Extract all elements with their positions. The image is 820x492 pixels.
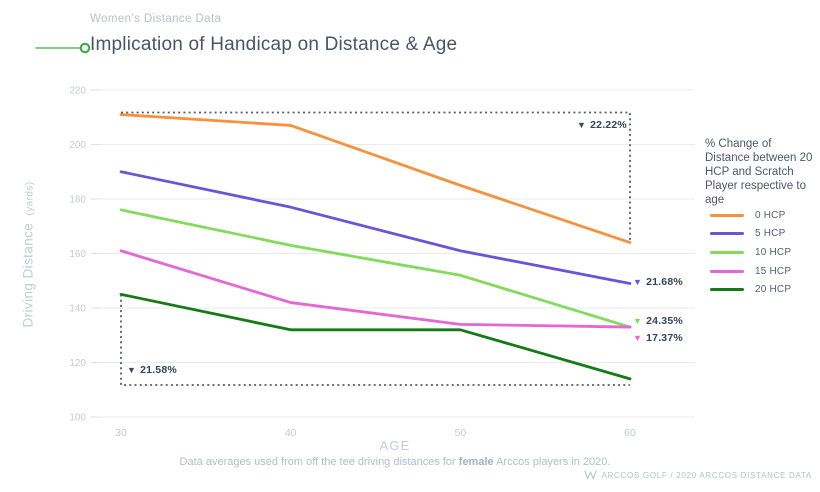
series-line-20-hcp (119, 292, 632, 381)
y-axis-unit (25, 215, 36, 218)
golf-trajectory-icon (35, 42, 91, 54)
pct-change-annotation: ▼ 21.58% (127, 364, 177, 376)
brand-credit: ARCCOS GOLF / 2020 ARCCOS DISTANCE DATA (583, 470, 812, 480)
y-tick-label: 100 (69, 413, 86, 424)
series-line-5-hcp (119, 170, 632, 285)
y-tick-label: 120 (69, 358, 86, 369)
triangle-down-icon: ▼ (633, 332, 643, 343)
legend-swatch (710, 269, 744, 273)
legend-items: 0 HCP 5 HCP 10 HCP 15 HCP 20 HCP (710, 206, 791, 299)
legend-label: 5 HCP (755, 228, 786, 240)
caption-bold-word: female (458, 456, 494, 468)
dotted-bracket (121, 111, 631, 243)
annotation-text: 17.37% (646, 332, 683, 344)
x-tick-label: 60 (624, 427, 636, 439)
series-line-0-hcp (119, 113, 632, 245)
annotation-text: 24.35% (646, 315, 683, 327)
chart-legend: % Change of Distance between 20 HCP and … (703, 137, 818, 295)
legend-swatch (710, 288, 744, 292)
legend-swatch (710, 250, 744, 254)
legend-label: 0 HCP (755, 209, 786, 221)
arccos-logo-icon (583, 470, 597, 480)
legend-title: % Change of Distance between 20 HCP and … (705, 138, 813, 206)
caption-suffix: Arccos players in 2020. (493, 456, 611, 468)
y-tick-label: 200 (69, 140, 86, 151)
triangle-down-icon: ▼ (127, 364, 137, 375)
chart-title: Implication of Handicap on Distance & Ag… (90, 34, 458, 55)
y-axis-label: Driving Distance (yards) (21, 105, 36, 405)
data-source-caption: Data averages used from off the tee driv… (0, 456, 790, 468)
chart-subtitle: Women’s Distance Data (90, 13, 222, 25)
annotation-text: 21.68% (646, 276, 683, 288)
triangle-down-icon: ▼ (577, 119, 587, 130)
series-line-10-hcp (119, 208, 632, 329)
x-axis-label: AGE (379, 438, 411, 453)
triangle-down-icon: ▼ (633, 315, 643, 326)
series-line-15-hcp (119, 249, 632, 329)
legend-item-5-hcp: 5 HCP (710, 225, 791, 244)
legend-item-20-hcp: 20 HCP (710, 280, 791, 299)
x-tick-label: 30 (115, 427, 127, 439)
y-tick-label: 220 (69, 86, 86, 97)
legend-label: 15 HCP (755, 265, 792, 277)
y-tick-label: 180 (69, 195, 86, 206)
x-tick-label: 50 (454, 427, 466, 439)
pct-change-annotation: ▼ 17.37% (633, 332, 683, 344)
pct-change-annotation: ▼ 24.35% (633, 315, 683, 327)
annotation-text: 21.58% (140, 364, 177, 376)
legend-label: 20 HCP (755, 284, 792, 296)
y-tick-label: 140 (69, 304, 86, 315)
credit-text: ARCCOS GOLF / 2020 ARCCOS DISTANCE DATA (601, 470, 812, 480)
pct-change-annotation: ▼ 21.68% (633, 276, 683, 288)
y-axis-unit-text: (yards) (24, 181, 36, 216)
legend-swatch (710, 213, 744, 217)
annotation-text: 22.22% (590, 119, 627, 131)
legend-item-0-hcp: 0 HCP (710, 206, 791, 225)
pct-change-annotation: ▼ 22.22% (577, 119, 627, 131)
legend-item-15-hcp: 15 HCP (710, 262, 791, 281)
caption-prefix: Data averages used from off the tee driv… (179, 456, 459, 468)
y-tick-label: 160 (69, 249, 86, 260)
legend-swatch (710, 232, 744, 236)
legend-item-10-hcp: 10 HCP (710, 243, 791, 262)
x-tick-label: 40 (285, 427, 297, 439)
triangle-down-icon: ▼ (633, 276, 643, 287)
legend-label: 10 HCP (755, 246, 792, 258)
y-axis-label-text: Driving Distance (20, 222, 36, 328)
